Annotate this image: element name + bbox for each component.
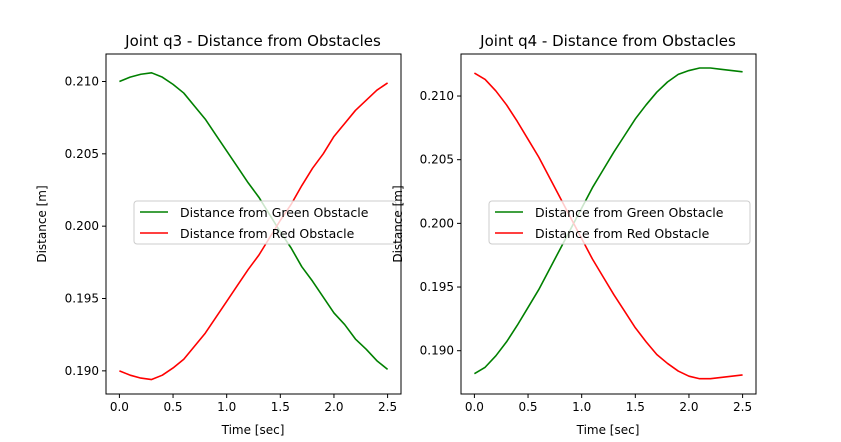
chart-q4-frame bbox=[460, 53, 757, 395]
chart-q3-legend-label-green: Distance from Green Obstacle bbox=[180, 205, 369, 220]
chart-q4-ytick-label: 0.200 bbox=[420, 216, 454, 230]
chart-q3-yticks: 0.190 0.195 0.200 0.205 0.210 bbox=[65, 74, 106, 378]
chart-q4-legend: Distance from Green Obstacle Distance fr… bbox=[488, 200, 751, 245]
chart-q4: Joint q4 - Distance from Obstacles 0.0 0.… bbox=[391, 32, 757, 437]
chart-q3-xtick-label: 1.5 bbox=[271, 400, 290, 414]
chart-q3-legend-box bbox=[133, 200, 397, 245]
chart-q4-xtick-label: 0.5 bbox=[518, 400, 537, 414]
chart-q4-ytick-label: 0.205 bbox=[420, 153, 454, 167]
chart-q3-legend-label-red: Distance from Red Obstacle bbox=[180, 226, 355, 241]
chart-q3-ytick-label: 0.190 bbox=[65, 364, 99, 378]
chart-q3-xtick-label: 1.0 bbox=[217, 400, 236, 414]
chart-q3-series-lines bbox=[119, 72, 389, 381]
chart-q4-legend-label-red: Distance from Red Obstacle bbox=[535, 226, 710, 241]
chart-q3-ytick-label: 0.205 bbox=[65, 147, 99, 161]
chart-q4-yticks: 0.190 0.195 0.200 0.205 0.210 bbox=[420, 89, 461, 358]
chart-q4-xtick-label: 1.0 bbox=[572, 400, 591, 414]
chart-q3-xticks: 0.0 0.5 1.0 1.5 2.0 2.5 bbox=[110, 394, 397, 414]
chart-q3-ytick-label: 0.210 bbox=[65, 74, 99, 88]
chart-q3-series-line-green bbox=[119, 72, 389, 371]
chart-q4-legend-box bbox=[488, 200, 751, 245]
chart-q3-ytick-label: 0.200 bbox=[65, 219, 99, 233]
chart-q3-ylabel: Distance [m] bbox=[35, 185, 49, 262]
chart-q4-title: Joint q4 - Distance from Obstacles bbox=[479, 32, 736, 50]
chart-q3-ytick-label: 0.195 bbox=[65, 292, 99, 306]
chart-q4-xtick-label: 0.0 bbox=[465, 400, 484, 414]
chart-q4-ytick-label: 0.210 bbox=[420, 89, 454, 103]
chart-q4-ytick-label: 0.195 bbox=[420, 280, 454, 294]
chart-q4-xtick-label: 1.5 bbox=[626, 400, 645, 414]
chart-q3-xtick-label: 2.5 bbox=[378, 400, 397, 414]
chart-q4-series-line-red bbox=[474, 72, 743, 380]
chart-q3-title: Joint q3 - Distance from Obstacles bbox=[124, 32, 381, 50]
chart-q3-legend: Distance from Green Obstacle Distance fr… bbox=[133, 200, 397, 245]
chart-q3-frame bbox=[105, 53, 402, 395]
chart-q3-xtick-label: 2.0 bbox=[324, 400, 343, 414]
chart-q4-xtick-label: 2.0 bbox=[679, 400, 698, 414]
chart-q4-ytick-label: 0.190 bbox=[420, 344, 454, 358]
chart-q3: Joint q3 - Distance from Obstacles 0.0 0.… bbox=[35, 32, 402, 437]
chart-q3-xtick-label: 0.5 bbox=[163, 400, 182, 414]
chart-q4-ylabel: Distance [m] bbox=[391, 185, 405, 262]
chart-q3-xlabel: Time [sec] bbox=[221, 423, 285, 437]
chart-q3-series-line-red bbox=[119, 82, 389, 381]
chart-q3-xtick-label: 0.0 bbox=[110, 400, 129, 414]
chart-q4-series-lines bbox=[474, 67, 743, 380]
chart-q4-series-line-green bbox=[474, 67, 743, 375]
chart-q4-xtick-label: 2.5 bbox=[733, 400, 752, 414]
chart-q4-legend-label-green: Distance from Green Obstacle bbox=[535, 205, 724, 220]
chart-q4-xticks: 0.0 0.5 1.0 1.5 2.0 2.5 bbox=[465, 394, 752, 414]
chart-q4-xlabel: Time [sec] bbox=[576, 423, 640, 437]
